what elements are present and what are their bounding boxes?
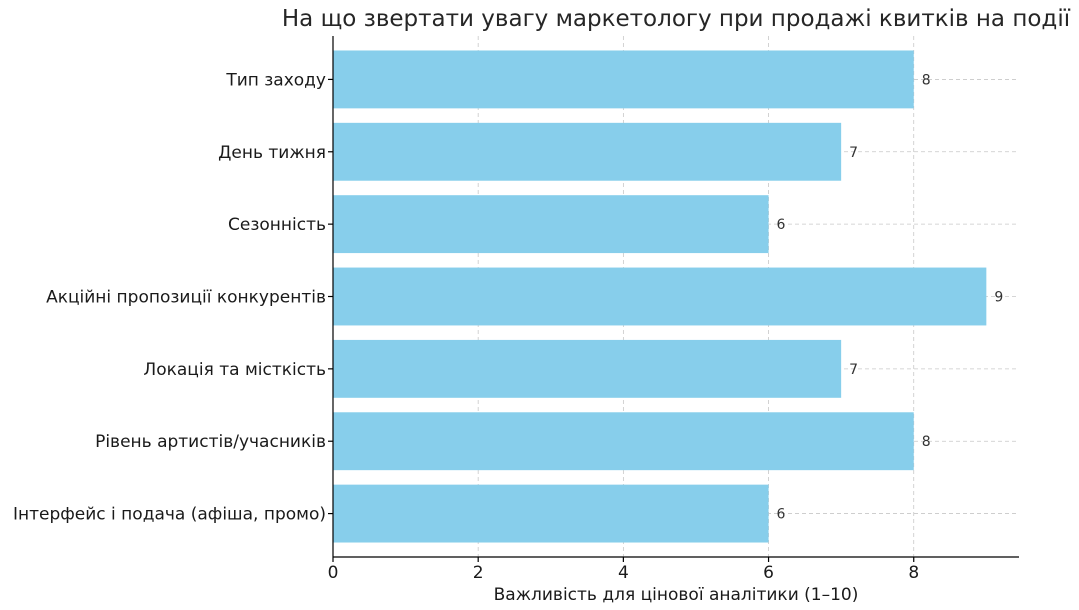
- data-label: 7: [849, 145, 858, 161]
- y-tick-label: Тип заходу: [225, 70, 326, 90]
- axes: Тип заходу День тижня Сезонність Акційні пр…: [13, 36, 1019, 583]
- data-label: 6: [777, 507, 786, 523]
- data-label: 8: [922, 72, 931, 88]
- y-tick-label: День тижня: [218, 143, 326, 163]
- bar: [333, 484, 769, 543]
- bar: [333, 50, 914, 109]
- bar: [333, 195, 769, 254]
- bar: [333, 267, 987, 326]
- x-tick-label: 4: [618, 563, 629, 583]
- y-tick-label: Локація та місткість: [143, 360, 326, 380]
- y-tick-label: Акційні пропозиції конкурентів: [46, 288, 326, 308]
- data-label: 8: [922, 434, 931, 450]
- x-tick-label: 2: [473, 563, 484, 583]
- data-label: 9: [994, 290, 1003, 306]
- data-label: 6: [777, 217, 786, 233]
- bar: [333, 412, 914, 471]
- chart-title: На що звертати увагу маркетологу при про…: [282, 6, 1071, 32]
- y-tick-label: Інтерфейс і подача (афіша, промо): [13, 505, 326, 525]
- bar: [333, 122, 842, 181]
- x-tick-label: 8: [908, 563, 919, 583]
- y-tick-label: Рівень артистів/учасників: [95, 432, 326, 452]
- x-axis-label: Важливість для цінової аналітики (1–10): [494, 585, 859, 605]
- data-label: 7: [849, 362, 858, 378]
- x-tick-label: 0: [328, 563, 339, 583]
- y-tick-label: Сезонність: [228, 215, 326, 235]
- bars: 8 7 6 9 7 8 6: [333, 50, 1003, 543]
- bar: [333, 339, 842, 398]
- x-tick-label: 6: [763, 563, 774, 583]
